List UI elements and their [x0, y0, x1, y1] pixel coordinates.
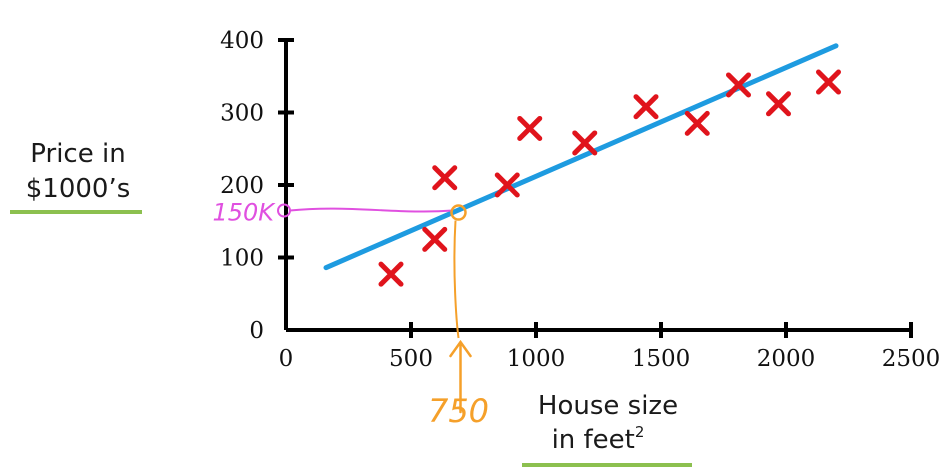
x-annotation-circle [450, 204, 467, 221]
data-point [684, 110, 710, 136]
data-points [378, 69, 841, 287]
x-axis-label-line-2: in feet2 [552, 423, 645, 455]
regression-line [323, 43, 839, 271]
x-axis-ticks: 0 500 1000 1500 2000 2500 [279, 322, 941, 372]
data-point [726, 72, 751, 98]
data-point [572, 130, 598, 156]
x-annotation-label: 750 [428, 392, 489, 430]
x-tick-label: 2500 [882, 346, 941, 372]
x-annotation-arrow [449, 339, 472, 414]
y-tick-label: 200 [220, 173, 264, 199]
y-axis-ticks: 0 100 200 300 400 [220, 28, 294, 344]
y-tick-label: 100 [220, 246, 264, 272]
prediction-annotation: 150K 750 [212, 199, 489, 430]
data-point [378, 261, 404, 287]
data-point [517, 115, 543, 141]
data-point [816, 69, 841, 95]
x-tick-label: 2000 [757, 346, 816, 372]
data-point [766, 91, 791, 117]
data-point [432, 165, 458, 191]
y-axis-label-line-2: $1000’s [26, 174, 131, 204]
y-axis-label-line-1: Price in [30, 139, 125, 169]
x-tick-label: 0 [279, 346, 294, 372]
data-point [633, 94, 659, 120]
y-annotation-label: 150K [212, 199, 276, 227]
x-tick-label: 1000 [507, 346, 566, 372]
y-annotation-connector [289, 207, 453, 213]
x-tick-label: 500 [389, 346, 433, 372]
data-point [422, 226, 448, 252]
y-annotation-circle [277, 203, 291, 218]
y-tick-label: 400 [220, 28, 264, 54]
x-axis-label-line-1: House size [538, 391, 678, 421]
y-tick-label: 0 [249, 318, 264, 344]
x-annotation-connector [453, 220, 460, 339]
data-point [494, 172, 520, 198]
x-tick-label: 1500 [632, 346, 691, 372]
x-axis-label-superscript: 2 [635, 423, 645, 441]
y-tick-label: 300 [220, 101, 264, 127]
x-axis-label-unit: in feet [552, 425, 635, 455]
